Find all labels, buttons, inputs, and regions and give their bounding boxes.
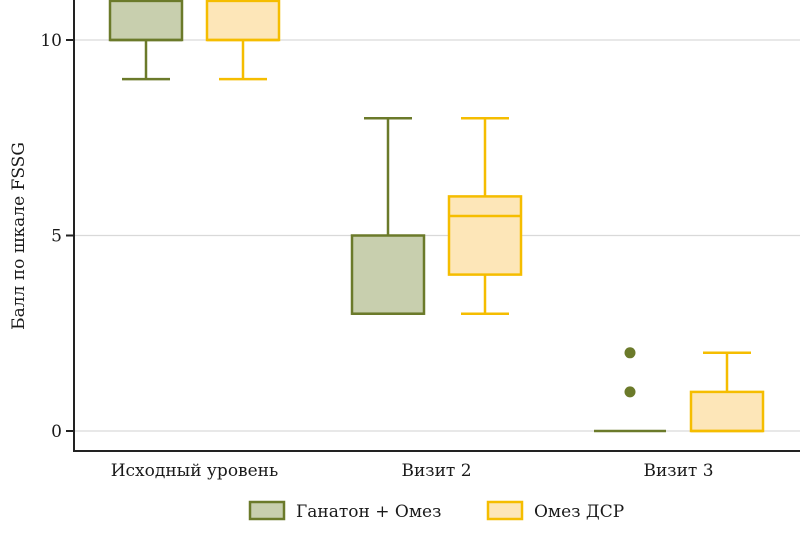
x-category-labels: Исходный уровень Визит 2 Визит 3 xyxy=(111,461,714,481)
y-axis-title: Балл по шкале FSSG xyxy=(9,142,29,330)
legend-swatch xyxy=(486,500,524,521)
legend-label: Ганатон + Омез xyxy=(296,502,441,522)
outlier-point xyxy=(624,347,636,359)
y-ticks: 0 5 10 xyxy=(40,31,74,442)
box-1-0 xyxy=(205,0,281,81)
box-0-2 xyxy=(594,347,666,433)
legend-item: Ганатон + Омез xyxy=(248,500,441,522)
x-category-label: Исходный уровень xyxy=(111,461,279,481)
legend-label: Омез ДСР xyxy=(534,502,624,522)
outlier-point xyxy=(624,386,636,398)
x-category-label: Визит 2 xyxy=(401,461,471,481)
legend-item: Омез ДСР xyxy=(486,500,624,522)
gridlines xyxy=(74,39,800,432)
box-1-1 xyxy=(447,116,523,315)
iqr-box xyxy=(108,0,184,42)
iqr-box xyxy=(689,390,765,433)
box-groups xyxy=(108,0,765,433)
iqr-box xyxy=(447,195,523,276)
y-tick-label: 5 xyxy=(51,227,62,247)
legend-swatch xyxy=(248,500,286,521)
box-1-2 xyxy=(689,351,765,433)
iqr-box xyxy=(350,234,426,315)
y-tick-label: 0 xyxy=(51,422,62,442)
legend: Ганатон + Омез Омез ДСР xyxy=(248,500,624,522)
x-category-label: Визит 3 xyxy=(643,461,713,481)
y-tick-label: 10 xyxy=(40,31,62,51)
iqr-box xyxy=(205,0,281,42)
box-0-1 xyxy=(350,116,426,315)
axes xyxy=(73,0,800,452)
box-0-0 xyxy=(108,0,184,81)
